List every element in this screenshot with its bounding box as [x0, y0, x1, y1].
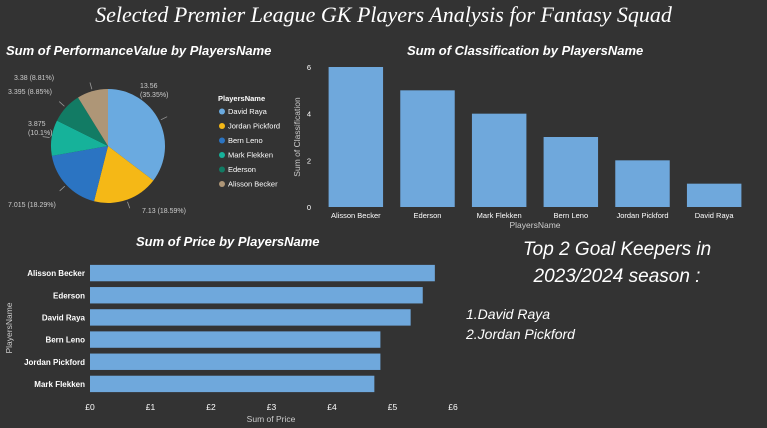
classification-x-tick-label: Mark Flekken [477, 211, 522, 220]
classification-x-tick-label: Jordan Pickford [616, 211, 668, 220]
top-keeper-item-2: 2.Jordan Pickford [466, 326, 575, 342]
classification-chart-title: Sum of Classification by PlayersName [407, 43, 644, 58]
pie-legend-marker-david-raya [219, 108, 225, 115]
price-x-tick-label: £4 [327, 402, 337, 412]
price-y-tick-label: Mark Flekken [34, 380, 85, 389]
top-keepers-heading: Top 2 Goal Keepers in 2023/2024 season : [472, 236, 762, 290]
price-y-tick-label: David Raya [42, 313, 86, 322]
price-chart-title: Sum of Price by PlayersName [136, 234, 320, 249]
price-x-tick-label: £6 [448, 402, 458, 412]
pie-legend-title: PlayersName [218, 94, 265, 103]
price-x-tick-label: £2 [206, 402, 216, 412]
pie-legend-item-alisson-becker: Alisson Becker [228, 180, 278, 189]
price-bar-david-raya [90, 309, 411, 326]
pie-data-label: 7.13 (18.59%) [142, 208, 186, 215]
pie-legend-item-david-raya: David Raya [228, 107, 268, 116]
pie-data-label: 3.395 (8.85%) [8, 89, 52, 96]
price-y-tick-label: Jordan Pickford [24, 358, 85, 367]
price-bar-alisson-becker [90, 264, 435, 282]
classification-y-axis-label: Sum of Classification [292, 97, 302, 177]
price-bar-mark-flekken [90, 375, 375, 393]
pie-legend-marker-alisson-becker [219, 181, 225, 187]
classification-bar-alisson-becker [328, 67, 384, 207]
pie-slice-mark-flekken [51, 120, 108, 156]
classification-y-tick-label: 0 [307, 203, 311, 212]
pie-legend-item-mark-flekken: Mark Flekken [228, 151, 273, 160]
classification-bar-bern-leno [543, 137, 599, 207]
price-y-axis-label: PlayersName [4, 302, 14, 353]
pie-data-label: 7.015 (18.29%) [8, 202, 56, 209]
price-y-tick-label: Bern Leno [45, 336, 85, 345]
pie-legend-item-ederson: Ederson [228, 165, 256, 174]
price-x-tick-label: £3 [267, 402, 277, 412]
pie-slice-ederson [56, 97, 108, 146]
classification-x-tick-label: Bern Leno [554, 211, 589, 220]
price-bar-ederson [90, 287, 423, 304]
pie-legend-marker-bern-leno [219, 137, 225, 144]
pie-data-label: 3.38 (8.81%) [14, 75, 54, 82]
pie-leader-line [127, 201, 131, 209]
pie-slice-alisson-becker [78, 89, 108, 146]
pie-leader-line [89, 82, 93, 90]
top-keeper-item-1: 1.David Raya [466, 306, 551, 322]
classification-y-tick-label: 2 [307, 156, 311, 165]
pie-leader-line [42, 136, 50, 138]
classification-bar-jordan-pickford [615, 160, 670, 207]
price-bar-bern-leno [90, 331, 381, 348]
pie-leader-line [58, 101, 65, 107]
price-y-tick-label: Alisson Becker [27, 269, 85, 278]
pie-slice-david-raya [108, 89, 166, 181]
price-bar-jordan-pickford [90, 353, 381, 370]
price-x-tick-label: £1 [146, 402, 156, 412]
pie-slice-jordan-pickford [94, 146, 154, 204]
classification-bar-ederson [400, 90, 455, 207]
top-keepers-heading-line1: Top 2 Goal Keepers in [522, 239, 712, 260]
pie-leader-line [160, 116, 168, 121]
pie-legend-item-jordan-pickford: Jordan Pickford [228, 122, 280, 131]
price-x-axis-label: Sum of Price [247, 414, 296, 424]
pie-legend-marker-ederson [219, 166, 225, 173]
classification-x-axis-label: PlayersName [509, 220, 560, 230]
pie-leader-line [59, 185, 66, 192]
pie-legend-marker-jordan-pickford [219, 123, 225, 129]
top-keepers-heading-line2: 2023/2024 season : [533, 266, 701, 287]
classification-x-tick-label: David Raya [695, 211, 735, 220]
dashboard-title: Selected Premier League GK Players Analy… [95, 2, 672, 27]
top-keepers-list: 1.David Raya 2.Jordan Pickford [466, 304, 575, 344]
classification-bar-mark-flekken [471, 113, 527, 207]
pie-data-label: 3.875 (10.1%) [28, 121, 53, 137]
classification-x-tick-label: Alisson Becker [331, 211, 381, 220]
price-x-tick-label: £0 [85, 402, 95, 412]
price-x-tick-label: £5 [388, 402, 398, 412]
pie-data-label: 13.56 (35.35%) [140, 83, 168, 99]
pie-chart-title: Sum of PerformanceValue by PlayersName [6, 43, 272, 58]
classification-y-tick-label: 6 [307, 63, 311, 72]
classification-bar-david-raya [686, 183, 742, 207]
pie-legend-item-bern-leno: Bern Leno [228, 136, 263, 145]
price-y-tick-label: Ederson [53, 291, 85, 300]
pie-legend-marker-mark-flekken [219, 152, 225, 158]
classification-y-tick-label: 4 [307, 110, 311, 119]
pie-slice-bern-leno [51, 146, 108, 202]
classification-x-tick-label: Ederson [414, 211, 442, 220]
